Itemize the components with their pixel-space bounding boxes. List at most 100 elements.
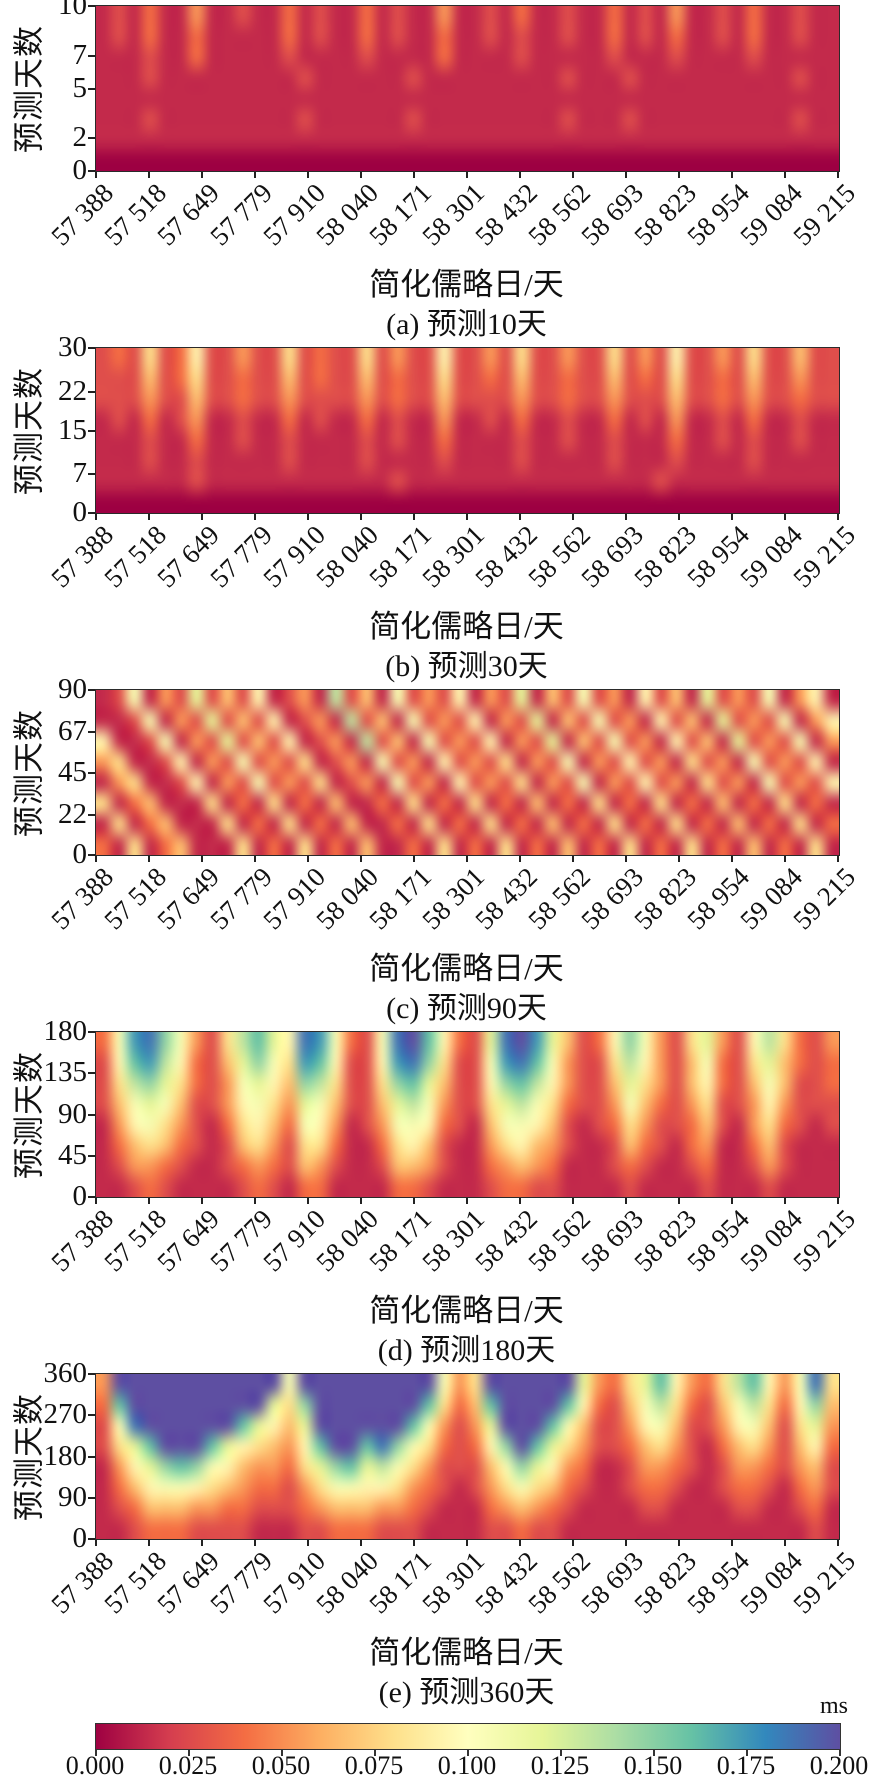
x-tick-mark xyxy=(837,172,839,178)
colorbar-tick-mark xyxy=(839,1750,841,1756)
x-tick-mark xyxy=(307,856,309,862)
colorbar: ms 0.000 0.025 0.050 0.075 0.100 0.125 0.150 0.… xyxy=(0,1693,870,1782)
y-tick-mark xyxy=(88,1538,95,1540)
x-tick-mark xyxy=(678,1198,680,1204)
colorbar-tick-label: 0.025 xyxy=(158,1751,218,1780)
x-tick-mark xyxy=(148,172,150,178)
x-tick-mark xyxy=(307,172,309,178)
y-tick-label: 0 xyxy=(72,1180,88,1212)
x-tick-mark xyxy=(360,856,362,862)
colorbar-tick-label: 0.000 xyxy=(65,1751,125,1780)
y-tick-mark xyxy=(88,1072,95,1074)
x-tick-mark xyxy=(784,1540,786,1546)
colorbar-tick-label: 0.150 xyxy=(623,1751,683,1780)
colorbar-gradient xyxy=(95,1723,841,1750)
x-axis-title: 简化儒略日/天 xyxy=(369,951,564,986)
x-tick-mark xyxy=(572,1540,574,1546)
y-tick-mark xyxy=(88,55,95,57)
x-tick-mark xyxy=(572,1198,574,1204)
panel-d: 预测天数 0 45 90 135 180 57 388 57 518 57 649 57 779 5… xyxy=(0,1015,870,1373)
x-tick-mark xyxy=(625,172,627,178)
heatmap-plot-d xyxy=(95,1031,840,1198)
y-tick-mark xyxy=(88,772,95,774)
y-tick-label: 10 xyxy=(58,0,87,21)
colorbar-tick-label: 0.200 xyxy=(809,1751,869,1780)
x-tick-mark xyxy=(837,1540,839,1546)
x-tick-mark xyxy=(837,856,839,862)
y-tick-mark xyxy=(88,512,95,514)
panel-caption-b: (b) 预测30天 xyxy=(385,650,548,683)
panel-caption-d: (d) 预测180天 xyxy=(377,1334,556,1367)
heatmap-canvas-b xyxy=(96,348,839,513)
x-tick-mark xyxy=(254,172,256,178)
x-tick-mark xyxy=(201,1198,203,1204)
x-tick-mark xyxy=(625,1540,627,1546)
y-tick-mark xyxy=(88,1155,95,1157)
y-tick-label: 2 xyxy=(72,121,88,153)
y-tick-mark xyxy=(88,1114,95,1116)
y-tick-label: 7 xyxy=(72,39,88,71)
colorbar-tick-mark xyxy=(467,1750,469,1756)
y-tick-mark xyxy=(88,5,95,7)
x-tick-mark xyxy=(148,856,150,862)
x-tick-mark xyxy=(148,514,150,520)
y-tick-label: 360 xyxy=(43,1357,88,1389)
y-tick-label: 7 xyxy=(72,457,88,489)
y-tick-mark xyxy=(88,170,95,172)
y-tick-label: 90 xyxy=(58,1098,87,1130)
y-tick-label: 0 xyxy=(72,154,88,186)
x-tick-mark xyxy=(201,1540,203,1546)
x-tick-mark xyxy=(625,514,627,520)
colorbar-unit-label: ms xyxy=(819,1693,848,1719)
x-axis-title: 简化儒略日/天 xyxy=(369,1293,564,1328)
y-tick-mark xyxy=(88,731,95,733)
colorbar-tick-mark xyxy=(95,1750,97,1756)
y-tick-mark xyxy=(88,1373,95,1375)
x-tick-mark xyxy=(148,1198,150,1204)
x-tick-mark xyxy=(254,514,256,520)
x-tick-mark xyxy=(201,514,203,520)
x-tick-mark xyxy=(625,856,627,862)
x-tick-mark xyxy=(784,172,786,178)
y-tick-label: 180 xyxy=(43,1440,88,1472)
x-tick-mark xyxy=(784,514,786,520)
x-tick-mark xyxy=(254,1540,256,1546)
x-tick-mark xyxy=(95,514,97,520)
x-tick-mark xyxy=(678,856,680,862)
x-tick-mark xyxy=(95,172,97,178)
y-tick-mark xyxy=(88,854,95,856)
y-tick-mark xyxy=(88,430,95,432)
x-tick-mark xyxy=(519,1540,521,1546)
x-tick-mark xyxy=(731,514,733,520)
colorbar-tick-mark xyxy=(560,1750,562,1756)
y-tick-mark xyxy=(88,689,95,691)
heatmap-canvas-a xyxy=(96,6,839,171)
x-tick-mark xyxy=(360,514,362,520)
panel-e: 预测天数 0 90 180 270 360 57 388 57 518 57 649 57 779… xyxy=(0,1357,870,1715)
x-tick-mark xyxy=(95,856,97,862)
y-tick-label: 0 xyxy=(72,1522,88,1554)
y-tick-mark xyxy=(88,473,95,475)
x-axis-title: 简化儒略日/天 xyxy=(369,609,564,644)
x-tick-mark xyxy=(413,172,415,178)
y-tick-mark xyxy=(88,1196,95,1198)
x-tick-mark xyxy=(625,1198,627,1204)
x-tick-mark xyxy=(413,856,415,862)
y-tick-label: 30 xyxy=(58,331,87,363)
colorbar-tick-label: 0.075 xyxy=(344,1751,404,1780)
x-tick-mark xyxy=(466,1540,468,1546)
colorbar-tick-mark xyxy=(188,1750,190,1756)
x-axis-title: 简化儒略日/天 xyxy=(369,1635,564,1670)
x-tick-mark xyxy=(466,172,468,178)
heatmap-plot-b xyxy=(95,347,840,514)
panel-caption-c: (c) 预测90天 xyxy=(386,992,547,1025)
y-tick-label: 0 xyxy=(72,838,88,870)
x-tick-mark xyxy=(837,514,839,520)
colorbar-tick-label: 0.100 xyxy=(437,1751,497,1780)
panel-caption-e: (e) 预测360天 xyxy=(378,1676,555,1709)
panel-a: 预测天数 0 2 5 7 10 57 388 57 518 57 649 57 779 57 910… xyxy=(0,0,870,347)
y-tick-mark xyxy=(88,1414,95,1416)
x-tick-mark xyxy=(466,856,468,862)
x-tick-mark xyxy=(201,856,203,862)
